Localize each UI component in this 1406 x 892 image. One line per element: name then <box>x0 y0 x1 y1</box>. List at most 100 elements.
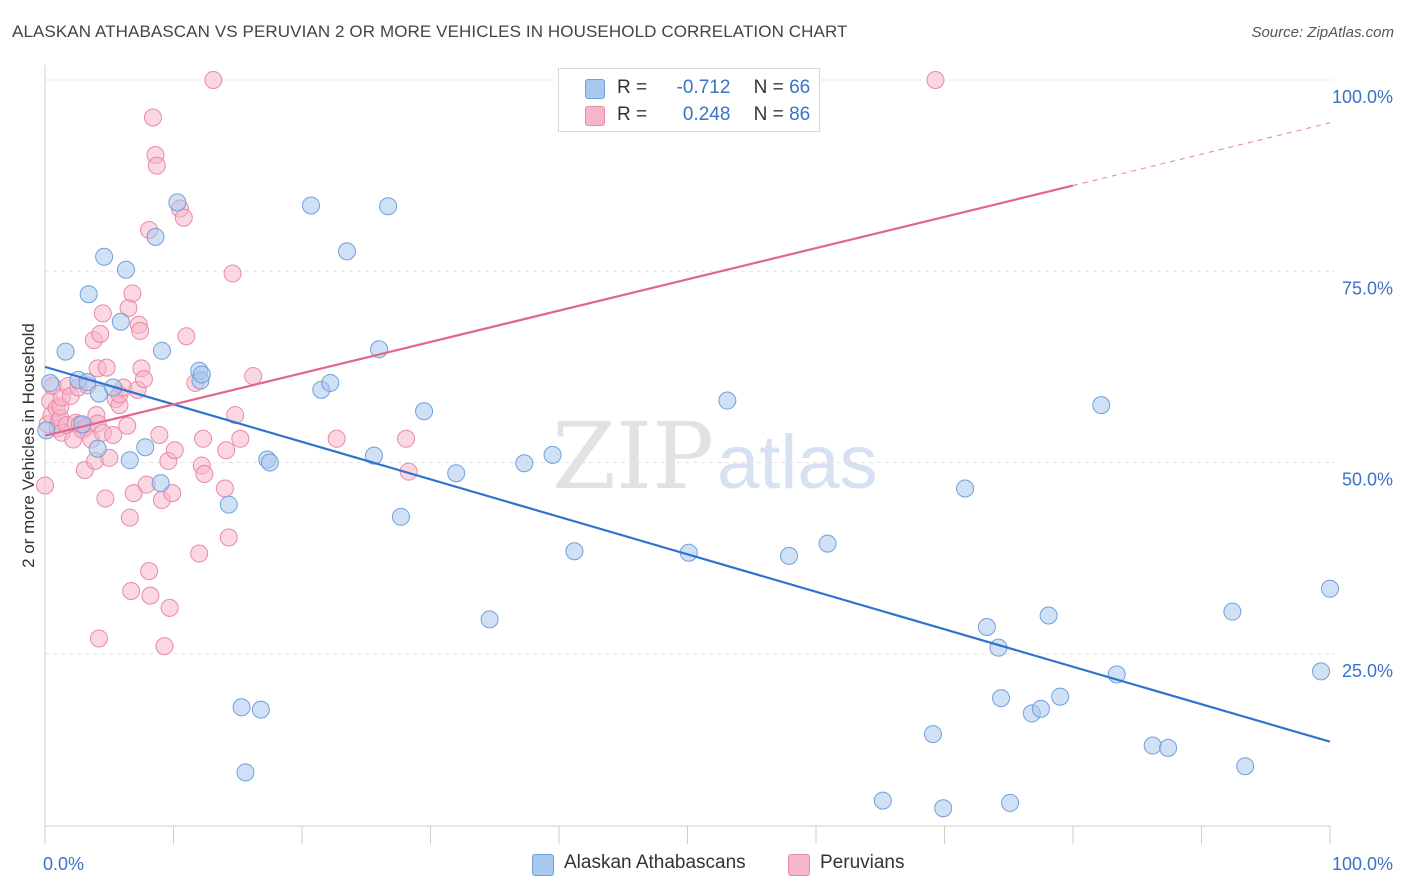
alaskan-athabascan-point <box>251 700 270 719</box>
alaskan-athabascan-point <box>1223 602 1242 621</box>
y-tick-label: 50.0% <box>1342 470 1393 490</box>
alaskan-athabascan-point <box>1321 579 1339 598</box>
alaskan-athabascan-point <box>1159 738 1178 757</box>
alaskan-athabascan-point <box>120 451 139 470</box>
peruvian-point <box>174 208 193 227</box>
trend-lines <box>44 122 1331 743</box>
bottom-legend-label: Peruvians <box>820 852 905 873</box>
alaskan-athabascan-point <box>1031 699 1050 718</box>
peruvian-trend-line <box>44 184 1074 437</box>
peruvian-point <box>190 544 209 563</box>
alaskan-athabascan-point <box>543 445 562 464</box>
legend-n-value: 66 <box>789 77 811 98</box>
alaskan-athabascan-point <box>565 542 584 561</box>
peruvian-point <box>104 425 123 444</box>
peruvian-trend-extension <box>1072 122 1331 187</box>
peruvian-point <box>141 586 160 605</box>
alaskan-athabascan-point <box>321 373 340 392</box>
legend-box: R = -0.712 N = 66 R = 0.248 N = 86 <box>558 68 820 132</box>
legend-n-label: N = <box>753 104 784 125</box>
alaskan-athabascan-point <box>1143 736 1162 755</box>
peruvian-point <box>194 429 213 448</box>
alaskan-athabascan-point <box>873 791 892 810</box>
peruvian-point <box>177 327 196 346</box>
y-tick-label: 75.0% <box>1342 278 1393 298</box>
alaskan-athabascan-point <box>480 610 499 629</box>
peruvian-point <box>123 284 142 303</box>
alaskan-athabascan-point <box>515 454 534 473</box>
alaskan-athabascan-point <box>447 464 466 483</box>
peruvian-point <box>217 441 236 460</box>
peruvian-point <box>96 489 115 508</box>
peruvian-point <box>215 479 234 498</box>
bottom-legend-label: Alaskan Athabascans <box>564 852 746 873</box>
peruvian-point <box>160 598 179 617</box>
alaskan-athabascan-point <box>977 617 996 636</box>
alaskan-athabascan-point <box>956 479 975 498</box>
peruvian-point <box>163 484 182 503</box>
peruvian-point <box>143 108 162 127</box>
peruvian-point <box>93 304 112 323</box>
peruvian-point <box>91 324 110 343</box>
alaskan-athabascan-point <box>236 763 255 782</box>
peruvian-point <box>244 367 263 386</box>
peruvian-point <box>131 321 150 340</box>
alaskan-athabascan-point <box>1001 793 1020 812</box>
peruvian-point <box>165 441 184 460</box>
legend-r-label: R = <box>617 104 648 125</box>
alaskan-athabascan-point <box>1051 687 1070 706</box>
legend-n-value: 86 <box>789 104 811 125</box>
peruvian-point <box>195 464 214 483</box>
axes <box>44 65 1331 844</box>
alaskan-athabascan-point <box>56 342 75 361</box>
alaskan-athabascan-point <box>151 474 170 493</box>
alaskan-athabascan-point <box>923 725 942 744</box>
y-tick-label: 100.0% <box>1332 87 1393 107</box>
alaskan-athabascan-point <box>79 285 98 304</box>
peruvian-point <box>97 358 116 377</box>
alaskan-athabascans-points <box>37 193 1339 818</box>
alaskan-athabascan-point <box>1039 606 1058 625</box>
peruvian-point <box>926 71 945 89</box>
alaskan-athabascan-point <box>934 799 953 818</box>
peruvian-point <box>140 562 159 581</box>
alaskan-athabascan-point <box>219 495 238 514</box>
alaskan-athabascan-point <box>260 453 279 472</box>
alaskan-athabascan-point <box>111 312 130 331</box>
x-tick-label: 0.0% <box>43 854 84 874</box>
alaskan-trend-line <box>44 365 1331 743</box>
peruvians-points <box>36 71 945 656</box>
grid <box>45 79 1335 655</box>
peruvian-point <box>327 429 346 448</box>
alaskan-athabascan-point <box>718 391 737 410</box>
y-axis-title: 2 or more Vehicles in Household <box>19 323 38 568</box>
alaskan-athabascan-point <box>780 546 799 565</box>
alaskan-athabascan-point <box>379 197 398 216</box>
peruvian-point <box>120 508 139 527</box>
alaskan-athabascan-point <box>152 341 171 360</box>
alaskan-athabascan-point <box>88 439 107 458</box>
alaskan-athabascan-point <box>364 446 383 465</box>
peruvian-point <box>397 429 416 448</box>
legend-swatch-blue <box>585 79 605 99</box>
legend-r-label: R = <box>617 77 648 98</box>
alaskan-athabascan-point <box>232 698 251 717</box>
watermark-zip: ZIP <box>552 403 714 510</box>
peruvian-point <box>134 370 153 389</box>
peruvian-point <box>89 629 108 648</box>
peruvian-point <box>124 484 143 503</box>
alaskan-athabascan-point <box>192 365 211 384</box>
y-tick-label: 25.0% <box>1342 661 1393 681</box>
peruvian-point <box>399 462 418 481</box>
bottom-legend-swatch-pink <box>788 854 810 876</box>
chart-title: ALASKAN ATHABASCAN VS PERUVIAN 2 OR MORE… <box>12 22 848 41</box>
peruvian-point <box>36 476 54 495</box>
alaskan-athabascan-point <box>1236 757 1255 776</box>
tick-labels: 2 or more Vehicles in Household 25.0% 50.0… <box>19 87 1393 874</box>
alaskan-athabascan-point <box>168 193 187 212</box>
x-tick-label: 100.0% <box>1332 854 1393 874</box>
peruvian-point <box>223 264 242 283</box>
chart-source: Source: ZipAtlas.com <box>1251 24 1394 41</box>
alaskan-athabascan-point <box>391 507 410 526</box>
